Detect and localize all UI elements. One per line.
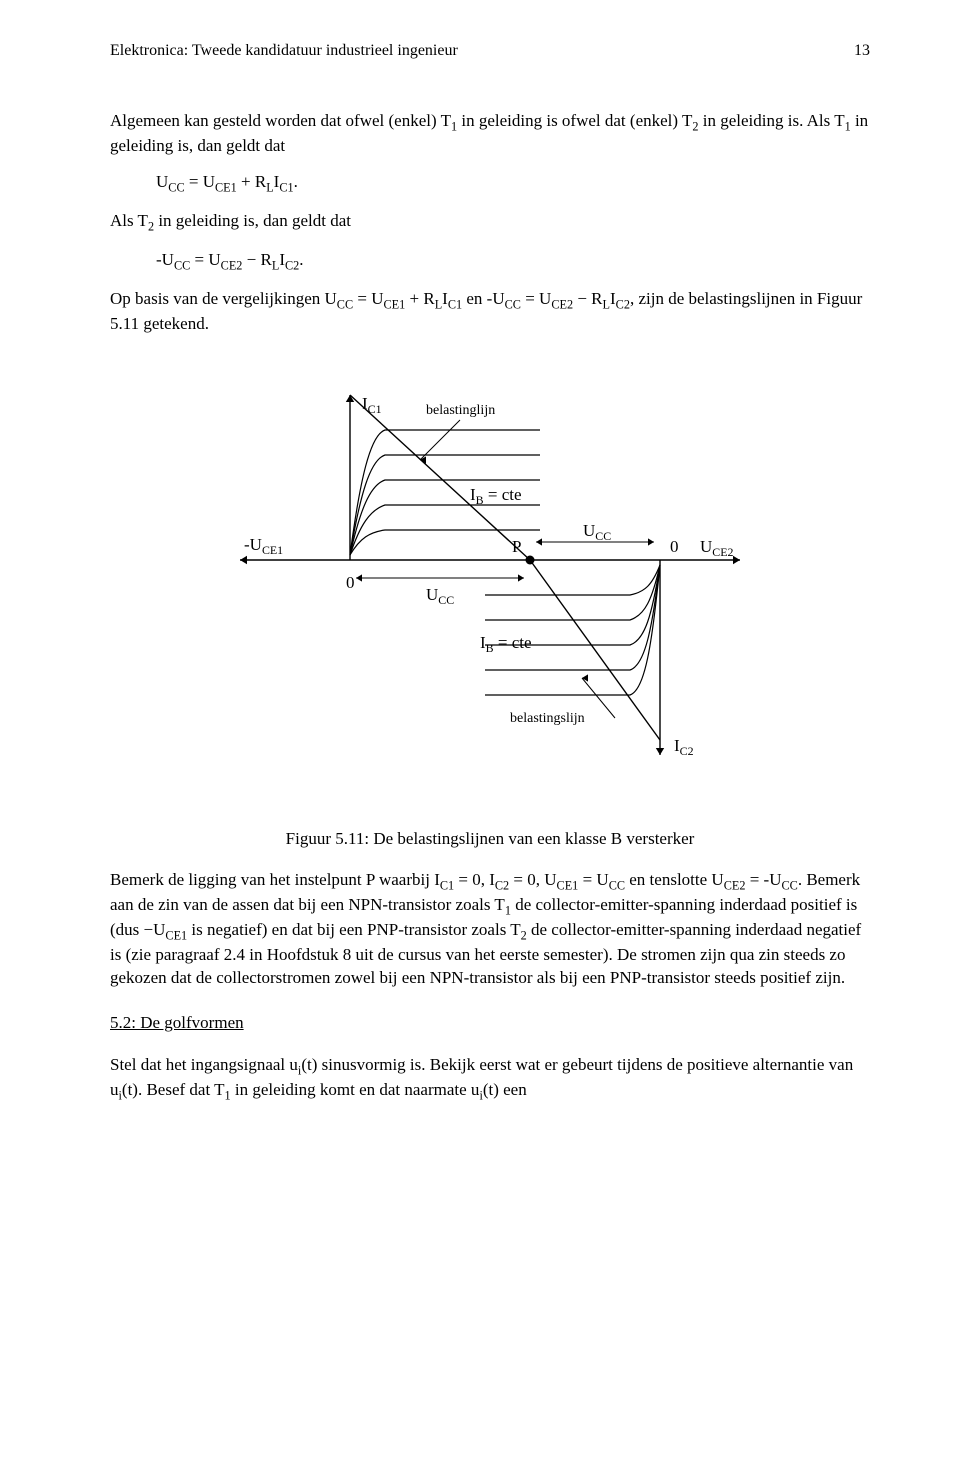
svg-text:IB = cte: IB = cte xyxy=(480,633,532,655)
paragraph-4: Bemerk de ligging van het instelpunt P w… xyxy=(110,869,870,990)
page: Elektronica: Tweede kandidatuur industri… xyxy=(0,0,960,1474)
figure-caption: Figuur 5.11: De belastingslijnen van een… xyxy=(110,828,870,851)
paragraph-5: Stel dat het ingangsignaal ui(t) sinusvo… xyxy=(110,1054,870,1104)
svg-text:0: 0 xyxy=(346,573,355,592)
paragraph-2: Als T2 in geleiding is, dan geldt dat xyxy=(110,210,870,235)
svg-text:belastinglijn: belastinglijn xyxy=(426,403,495,418)
svg-text:UCC: UCC xyxy=(583,521,611,543)
equation-1: UCC = UCE1 + RLIC1. xyxy=(156,171,870,196)
figure-5-11: IC1 belastinglijn IB = cte -UCE1 P UCC 0 0 UCE2 U… xyxy=(110,360,870,820)
svg-text:UCE2: UCE2 xyxy=(700,537,733,559)
svg-text:IC1: IC1 xyxy=(362,394,382,416)
svg-text:-UCE1: -UCE1 xyxy=(244,535,283,557)
svg-text:belastingslijn: belastingslijn xyxy=(510,711,585,726)
svg-text:IC2: IC2 xyxy=(674,736,694,758)
header-page-number: 13 xyxy=(854,40,870,62)
running-header: Elektronica: Tweede kandidatuur industri… xyxy=(110,40,870,62)
svg-text:0: 0 xyxy=(670,537,679,556)
equation-2: -UCC = UCE2 − RLIC2. xyxy=(156,249,870,274)
svg-text:P: P xyxy=(512,537,521,556)
paragraph-1: Algemeen kan gesteld worden dat ofwel (e… xyxy=(110,110,870,158)
figure-svg: IC1 belastinglijn IB = cte -UCE1 P UCC 0 0 UCE2 U… xyxy=(210,360,770,820)
svg-text:IB = cte: IB = cte xyxy=(470,485,522,507)
paragraph-3: Op basis van de vergelijkingen UCC = UCE… xyxy=(110,288,870,336)
header-left: Elektronica: Tweede kandidatuur industri… xyxy=(110,40,458,62)
section-title: 5.2: De golfvormen xyxy=(110,1012,870,1035)
svg-text:UCC: UCC xyxy=(426,585,454,607)
